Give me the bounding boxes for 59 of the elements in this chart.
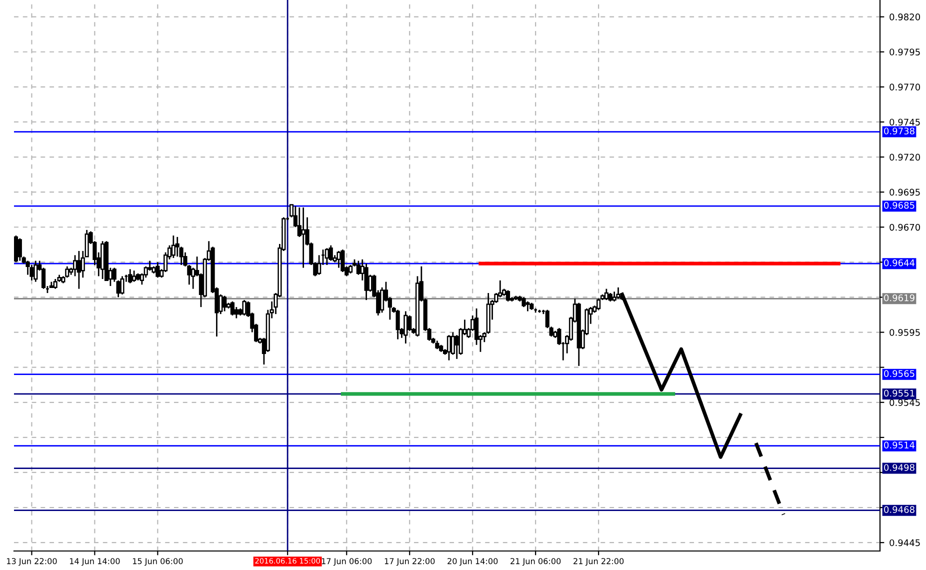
candlestick	[396, 309, 400, 340]
y-tick-label: 0.9795	[890, 48, 920, 56]
candlestick	[506, 290, 510, 302]
candlestick	[336, 250, 341, 268]
candlestick	[364, 262, 368, 301]
y-tick-label: 0.9745	[890, 118, 920, 126]
candlestick	[446, 334, 452, 362]
ref-line-label: 0.9738	[884, 128, 914, 134]
x-tick-label: 15 Jun 06:00	[132, 558, 183, 566]
x-tick-label: 21 Jun 06:00	[510, 558, 561, 566]
candlestick	[596, 298, 601, 311]
candlestick	[604, 288, 608, 301]
candlestick	[242, 299, 246, 316]
x-tick-label: 20 Jun 14:00	[448, 558, 498, 566]
ref-line-label: 0.9514	[884, 442, 915, 448]
candlestick	[14, 234, 18, 263]
candlestick	[301, 206, 306, 268]
x-tick-label: 21 Jun 22:00	[574, 558, 624, 566]
y-tick-label: 0.9720	[890, 154, 920, 161]
candlestick	[230, 300, 235, 316]
candlestick	[222, 295, 227, 312]
candlestick	[612, 290, 616, 302]
ref-line-label: 0.9685	[884, 202, 914, 209]
x-tick-label: 14 Jun 14:00	[70, 558, 120, 566]
y-tick-label: 0.9770	[890, 84, 920, 90]
candlestick	[324, 247, 329, 266]
candlestick	[34, 260, 38, 283]
candlestick	[522, 296, 526, 308]
candlestick	[76, 250, 81, 290]
candlestick	[148, 260, 152, 272]
y-tick-label: 0.9545	[890, 399, 920, 406]
candlestick	[404, 310, 408, 344]
ref-line-label: 0.9644	[884, 259, 915, 266]
candlestick	[18, 238, 22, 262]
candlestick	[408, 314, 412, 332]
candlestick	[234, 306, 238, 319]
y-tick-label: 0.9695	[890, 188, 920, 196]
y-tick-label: 0.9670	[890, 224, 920, 231]
y-tick-label: 0.9595	[890, 329, 920, 336]
candlestick	[171, 234, 176, 259]
candlestick	[120, 276, 124, 296]
ref-line-label: 0.9468	[884, 506, 914, 513]
ref-line-label: 0.9619	[884, 294, 914, 302]
candlestick	[526, 300, 530, 312]
ref-line-label: 0.9498	[884, 464, 914, 471]
y-tick-label: 0.9445	[890, 539, 920, 546]
ref-line-label: 0.9565	[884, 370, 914, 377]
candlestick	[53, 278, 58, 290]
x-tick-label: 13 Jun 22:00	[7, 558, 57, 566]
ref-line-label: 0.9551	[884, 390, 914, 397]
candlestick	[156, 261, 160, 278]
candlestick	[340, 248, 345, 273]
x-tick-label: 17 Jun 22:00	[384, 558, 435, 566]
candlestick	[328, 244, 333, 262]
y-tick-label: 0.9820	[890, 14, 920, 20]
candlestick	[132, 270, 136, 283]
candlestick	[128, 268, 132, 284]
candlestick	[72, 254, 78, 277]
candlestick	[30, 264, 34, 282]
